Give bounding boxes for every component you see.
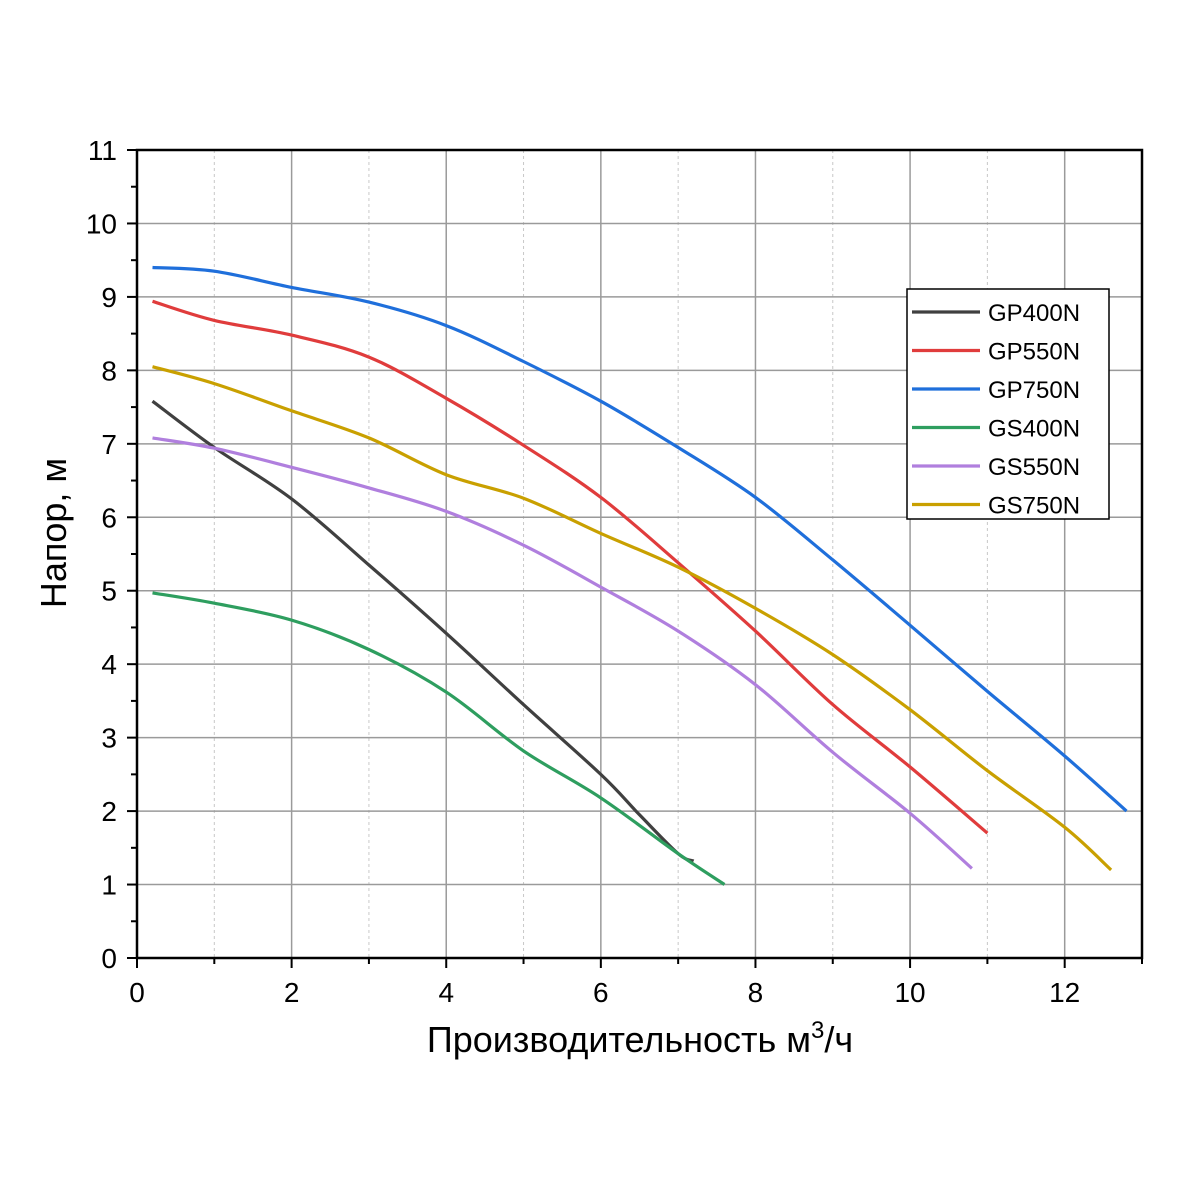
plot-frame	[135, 148, 1144, 960]
y-tick-label: 3	[101, 723, 117, 754]
y-tick-label: 8	[101, 355, 117, 386]
legend-label-gp400n: GP400N	[988, 300, 1080, 327]
y-tick-label: 7	[101, 429, 117, 460]
legend-label-gs550n: GS550N	[988, 454, 1080, 481]
y-tick-label: 2	[101, 796, 117, 827]
series-line-gp400n	[151, 399, 695, 863]
y-tick-label: 6	[101, 502, 117, 533]
x-axis-label: Производительность м3/ч	[427, 1017, 853, 1060]
series-lines	[151, 265, 1128, 886]
x-tick-label: 4	[438, 977, 454, 1008]
legend: GP400N GP550N GP750N GS400N GS550N GS750N	[906, 288, 1110, 520]
grid	[137, 150, 1142, 958]
x-tick-label: 6	[593, 977, 609, 1008]
x-tick-label: 0	[129, 977, 145, 1008]
series-line-gs750n	[152, 365, 1113, 872]
series-line-gs400n	[152, 591, 726, 886]
legend-label-gp550n: GP550N	[988, 339, 1080, 366]
series-line-gp550n	[152, 299, 989, 835]
y-tick-labels: 0 1 2 3 4 5 6 7 8 9 10 11	[86, 135, 117, 974]
y-tick-label: 11	[88, 135, 117, 166]
y-tick-label: 10	[86, 208, 117, 239]
legend-box	[906, 288, 1110, 520]
y-tick-label: 0	[101, 943, 117, 974]
y-tick-label: 5	[101, 576, 117, 607]
y-tick-label: 1	[101, 870, 117, 901]
y-tick-label: 4	[101, 649, 117, 680]
x-tick-label: 8	[748, 977, 764, 1008]
legend-label-gp750n: GP750N	[988, 377, 1080, 404]
legend-label-gs750n: GS750N	[988, 493, 1080, 520]
x-tick-label: 12	[1049, 977, 1080, 1008]
x-tick-label: 10	[894, 977, 925, 1008]
axis-ticks	[127, 149, 1143, 968]
series-line-gp750n	[152, 265, 1128, 813]
legend-label-gs400n: GS400N	[988, 416, 1080, 443]
x-tick-label: 2	[284, 977, 300, 1008]
x-tick-labels: 0 2 4 6 8 10 12	[129, 977, 1080, 1008]
y-tick-label: 9	[101, 282, 117, 313]
y-axis-label: Напор, м	[33, 458, 74, 608]
series-line-gs550n	[152, 436, 973, 870]
